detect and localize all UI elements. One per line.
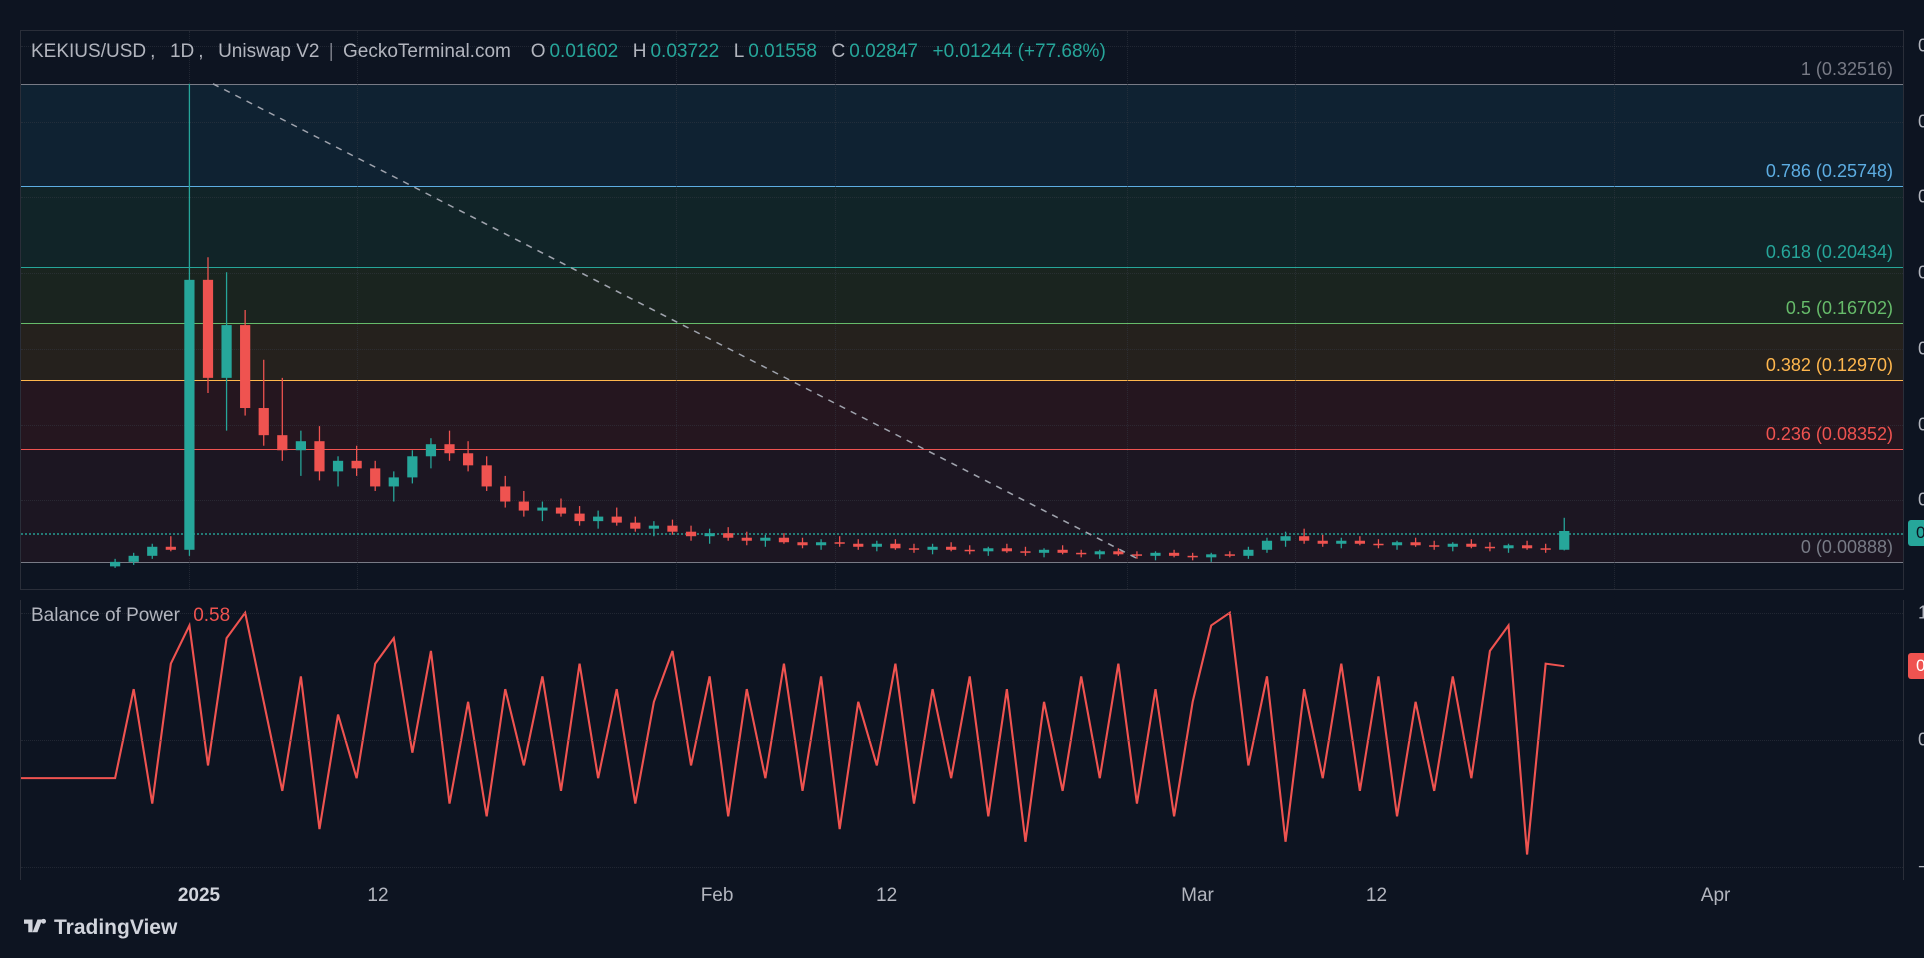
indicator-axis[interactable]: 1.00 0.00 −1.00 0.58 (1908, 600, 1924, 880)
time-tick: 12 (876, 885, 897, 907)
timeframe-label: 1D (170, 41, 194, 62)
time-tick: 12 (1366, 885, 1387, 907)
indicator-tick: 1.00 (1918, 602, 1924, 623)
indicator-name: Balance of Power (31, 605, 180, 626)
time-tick: Feb (701, 885, 734, 907)
price-tick: 0.20000 (1918, 263, 1924, 284)
o-value: 0.01602 (549, 41, 618, 62)
c-label: C (832, 41, 846, 62)
chart-legend: KEKIUS/USD, 1D, Uniswap V2 | GeckoTermin… (31, 41, 1110, 63)
indicator-marker: 0.58 (1908, 653, 1924, 679)
exchange-label: Uniswap V2 (218, 41, 319, 62)
h-label: H (633, 41, 647, 62)
price-tick: 0.10000 (1918, 414, 1924, 435)
tradingview-logo: TradingView (24, 916, 177, 940)
l-value: 0.01558 (748, 41, 817, 62)
c-value: 0.02847 (849, 41, 918, 62)
time-tick: 2025 (178, 885, 220, 907)
h-value: 0.03722 (650, 41, 719, 62)
time-tick: Mar (1181, 885, 1214, 907)
current-price-marker: 0.02847 (1908, 520, 1924, 546)
time-tick: 12 (367, 885, 388, 907)
price-tick: 0.25000 (1918, 187, 1924, 208)
indicator-legend: Balance of Power 0.58 (31, 605, 230, 627)
symbol-label: KEKIUS/USD (31, 41, 146, 62)
l-label: L (734, 41, 745, 62)
price-tick: 0.30000 (1918, 111, 1924, 132)
indicator-gridline (21, 613, 1903, 614)
indicator-value: 0.58 (193, 605, 230, 626)
price-chart[interactable]: KEKIUS/USD, 1D, Uniswap V2 | GeckoTermin… (20, 30, 1904, 590)
price-tick: 0.15000 (1918, 338, 1924, 359)
tradingview-icon (24, 917, 46, 939)
indicator-tick: −1.00 (1918, 857, 1924, 878)
change-value: +0.01244 (+77.68%) (933, 41, 1106, 62)
time-axis[interactable]: 2025 12 Feb 12 Mar 12 Apr (20, 885, 1904, 925)
price-tick: 0.05000 (1918, 490, 1924, 511)
price-axis[interactable]: 0.35000 0.30000 0.25000 0.20000 0.15000 0.100… (1908, 31, 1924, 589)
candles-layer (21, 31, 1903, 589)
time-tick: Apr (1701, 885, 1731, 907)
indicator-gridline (21, 740, 1903, 741)
indicator-tick: 0.00 (1918, 730, 1924, 751)
o-label: O (531, 41, 546, 62)
source-label: GeckoTerminal.com (343, 41, 511, 62)
price-tick: 0.35000 (1918, 36, 1924, 57)
indicator-gridline (21, 867, 1903, 868)
brand-label: TradingView (54, 916, 177, 940)
indicator-panel[interactable]: Balance of Power 0.58 1.000.00−1.000.58 (20, 600, 1904, 880)
